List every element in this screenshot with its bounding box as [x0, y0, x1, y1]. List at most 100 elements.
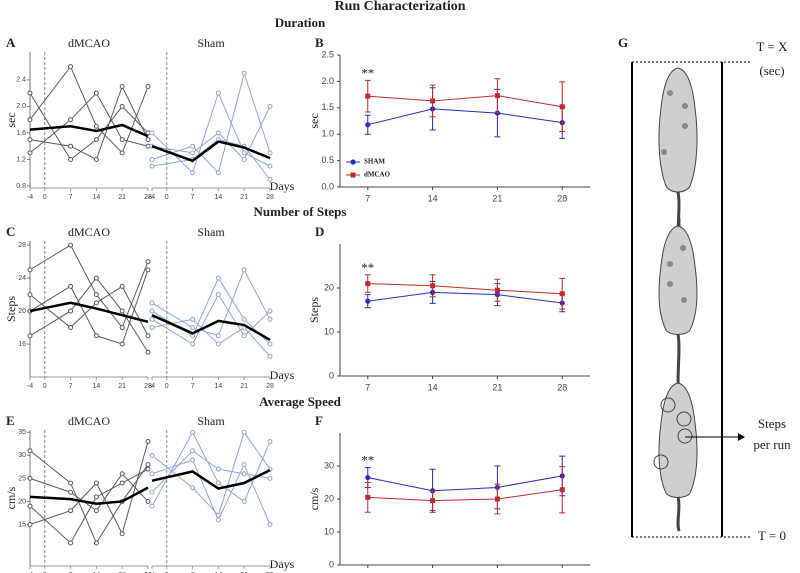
individual-point	[149, 471, 155, 477]
individual-point	[267, 341, 273, 347]
time-unit: (sec)	[759, 63, 784, 78]
series-line	[367, 489, 563, 502]
individual-point	[145, 267, 151, 273]
panel-letter: B	[315, 35, 324, 50]
individual-point	[93, 508, 99, 514]
x-tick-label: 7	[365, 382, 370, 392]
arrow-head	[738, 433, 745, 441]
legend-label: dMCAO	[364, 171, 391, 179]
y-axis-label: Steps	[307, 297, 321, 323]
point	[365, 474, 371, 481]
individual-point	[241, 498, 247, 504]
individual-point	[267, 308, 273, 314]
x-tick-label: 14	[214, 194, 222, 201]
x-tick-label: -4	[27, 572, 33, 573]
individual-point	[93, 137, 99, 143]
x-tick-label: 0	[43, 194, 47, 201]
x-axis-label: Days	[270, 557, 295, 571]
individual-point	[215, 466, 221, 472]
y-tick-label: 10	[324, 526, 334, 536]
individual-point	[27, 150, 33, 156]
individual-line	[151, 71, 271, 174]
point	[365, 93, 371, 99]
point	[494, 110, 501, 116]
individual-point	[68, 489, 74, 495]
y-tick-label: 0.8	[16, 183, 26, 190]
individual-point	[119, 283, 125, 289]
individual-point	[267, 439, 273, 445]
individual-point	[190, 457, 196, 463]
individual-point	[267, 150, 273, 156]
y-tick-label: 20	[18, 308, 26, 315]
x-tick-label: 7	[191, 194, 195, 201]
x-tick-label: 28	[557, 193, 567, 203]
individual-point	[68, 143, 74, 149]
x-tick-label: -4	[27, 383, 33, 390]
individual-point	[119, 480, 125, 486]
x-tick-label: 14	[92, 383, 100, 390]
y-tick-label: 30	[18, 452, 26, 459]
individual-point	[149, 489, 155, 495]
individual-point	[149, 156, 155, 162]
individual-point	[215, 130, 221, 136]
individual-point	[119, 531, 125, 537]
individual-point	[145, 466, 151, 472]
mean-line	[29, 486, 149, 506]
y-tick-label: 0	[329, 370, 334, 380]
group-label: Sham	[197, 36, 225, 50]
point	[430, 98, 436, 104]
legend-marker	[350, 159, 356, 165]
y-axis-label: sec	[307, 113, 321, 128]
y-tick-label: 24	[18, 275, 26, 282]
x-tick-label: 14	[428, 382, 438, 392]
individual-point	[27, 475, 33, 481]
y-tick-label: 0.5	[321, 155, 334, 165]
individual-point	[68, 156, 74, 162]
individual-point	[93, 292, 99, 298]
individual-point	[190, 448, 196, 454]
individual-point	[149, 308, 155, 314]
y-tick-label: 2.5	[321, 49, 334, 59]
individual-point	[27, 117, 33, 123]
x-tick-label: 14	[214, 383, 222, 390]
x-tick-label: 21	[240, 572, 248, 573]
y-tick-label: 2.4	[16, 77, 26, 84]
x-tick-label: 7	[365, 571, 370, 573]
x-tick-label: 7	[365, 193, 370, 203]
time-label: T = X	[757, 39, 789, 54]
individual-point	[27, 137, 33, 143]
individual-line	[151, 91, 271, 174]
individual-line	[29, 285, 149, 337]
individual-point	[267, 163, 273, 169]
individual-point	[27, 448, 33, 454]
individual-point	[190, 325, 196, 331]
point	[494, 496, 500, 502]
individual-point	[241, 462, 247, 468]
individual-point	[93, 494, 99, 500]
individual-point	[27, 267, 33, 273]
y-tick-label: 1.2	[16, 156, 26, 163]
individual-point	[27, 522, 33, 528]
individual-point	[267, 316, 273, 322]
point	[494, 93, 500, 99]
annotation: **	[361, 65, 374, 80]
panel-letter: F	[315, 413, 323, 428]
mean-line	[151, 314, 271, 341]
panel-letter: A	[6, 35, 16, 50]
individual-point	[149, 300, 155, 306]
section-title: Duration	[275, 15, 326, 30]
x-tick-label: 28	[144, 383, 152, 390]
series-line	[367, 475, 563, 492]
x-tick-label: 28	[266, 383, 274, 390]
individual-point	[267, 522, 273, 528]
x-tick-label: 14	[214, 572, 222, 573]
individual-point	[119, 325, 125, 331]
individual-point	[145, 83, 151, 89]
y-tick-label: 20	[324, 282, 334, 292]
y-tick-label: 0.0	[321, 181, 334, 191]
individual-point	[93, 333, 99, 339]
individual-line	[29, 65, 149, 154]
individual-point	[145, 137, 151, 143]
individual-point	[149, 503, 155, 509]
